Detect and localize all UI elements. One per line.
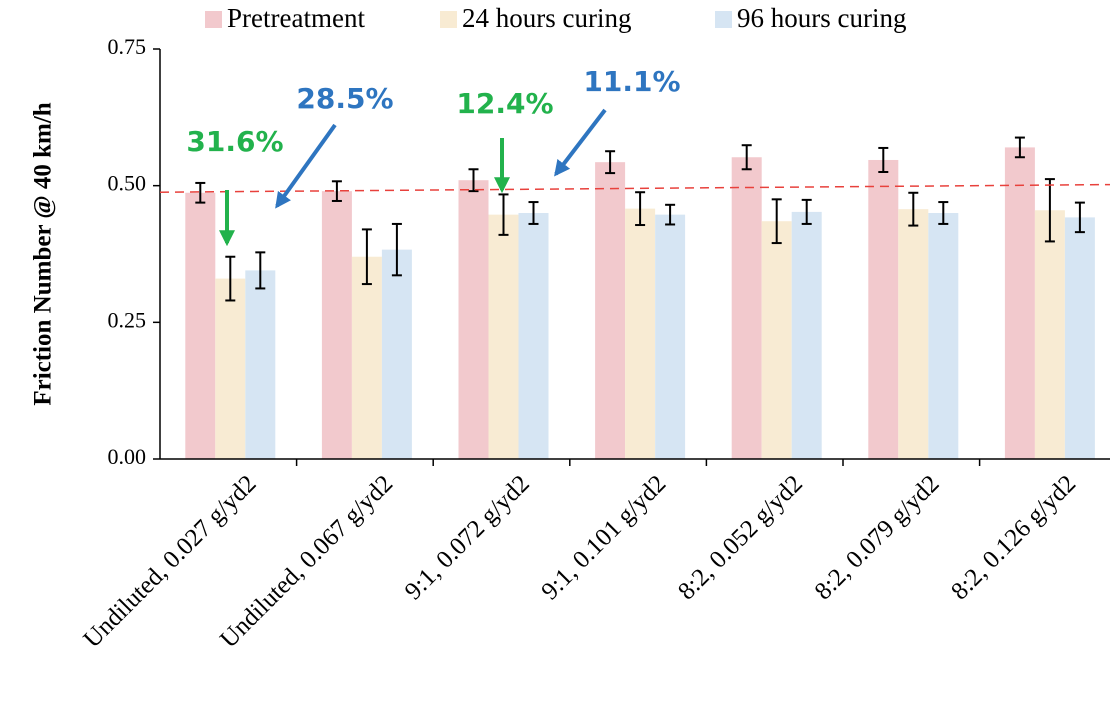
bar bbox=[1034, 210, 1065, 459]
error-bar bbox=[528, 201, 539, 225]
x-tick-label: 9:1, 0.101 g/yd2 bbox=[536, 470, 671, 605]
x-tick-label: 8:2, 0.052 g/yd2 bbox=[673, 470, 808, 605]
bar bbox=[381, 249, 412, 459]
legend-swatch bbox=[715, 11, 732, 28]
error-bar bbox=[1044, 178, 1055, 243]
error-bar bbox=[498, 193, 509, 236]
x-tick-label: 8:2, 0.079 g/yd2 bbox=[810, 470, 945, 605]
legend-label: 96 hours curing bbox=[737, 3, 906, 33]
bar bbox=[518, 213, 549, 459]
y-tick-label: 0.50 bbox=[108, 171, 147, 196]
error-bar bbox=[908, 191, 919, 227]
y-axis-label: Friction Number @ 40 km/h bbox=[30, 102, 57, 405]
bar bbox=[595, 162, 626, 459]
legend-swatch bbox=[440, 11, 457, 28]
bar bbox=[245, 270, 276, 459]
error-bar bbox=[331, 180, 342, 202]
error-bar bbox=[878, 146, 889, 173]
bar bbox=[321, 191, 352, 459]
bar bbox=[1004, 147, 1035, 459]
error-bar bbox=[1074, 201, 1085, 234]
bar bbox=[1064, 217, 1095, 459]
error-bar bbox=[225, 255, 236, 302]
error-bar bbox=[771, 198, 782, 245]
error-bar bbox=[801, 198, 812, 225]
annotation-arrow bbox=[554, 108, 607, 177]
legend-label: Pretreatment bbox=[227, 3, 365, 33]
y-tick-label: 0.25 bbox=[108, 307, 147, 332]
bar bbox=[351, 256, 382, 459]
bar bbox=[655, 214, 686, 459]
annotation: 11.1% bbox=[583, 65, 680, 98]
legend-label: 24 hours curing bbox=[462, 3, 631, 33]
error-bar bbox=[665, 203, 676, 226]
error-bar bbox=[195, 181, 206, 204]
bar bbox=[898, 209, 929, 459]
bar bbox=[625, 208, 656, 459]
error-bar bbox=[468, 168, 479, 193]
error-bar bbox=[1014, 136, 1025, 159]
y-tick-label: 0.00 bbox=[108, 444, 147, 469]
error-bar bbox=[938, 201, 949, 225]
x-tick-label: 8:2, 0.126 g/yd2 bbox=[946, 470, 1081, 605]
annotation: 28.5% bbox=[296, 82, 393, 115]
bar bbox=[761, 221, 792, 459]
y-tick-label: 0.75 bbox=[108, 34, 147, 59]
x-tick-label: 9:1, 0.072 g/yd2 bbox=[400, 470, 535, 605]
error-bar bbox=[605, 150, 616, 175]
error-bar bbox=[361, 228, 372, 286]
legend-swatch bbox=[205, 11, 222, 28]
error-bar bbox=[391, 222, 402, 277]
annotation-arrow bbox=[275, 123, 337, 209]
annotation: 12.4% bbox=[456, 87, 553, 120]
bar bbox=[488, 214, 519, 459]
bar bbox=[458, 180, 489, 459]
error-bar bbox=[635, 191, 646, 227]
error-bar bbox=[255, 251, 266, 290]
bar bbox=[731, 157, 762, 460]
reference-line bbox=[159, 183, 1110, 193]
error-bar bbox=[741, 144, 752, 171]
bar bbox=[215, 278, 246, 459]
bar bbox=[868, 159, 899, 459]
bar bbox=[185, 192, 216, 460]
bar bbox=[791, 211, 822, 459]
annotation: 31.6% bbox=[186, 125, 283, 158]
bar bbox=[928, 213, 959, 459]
